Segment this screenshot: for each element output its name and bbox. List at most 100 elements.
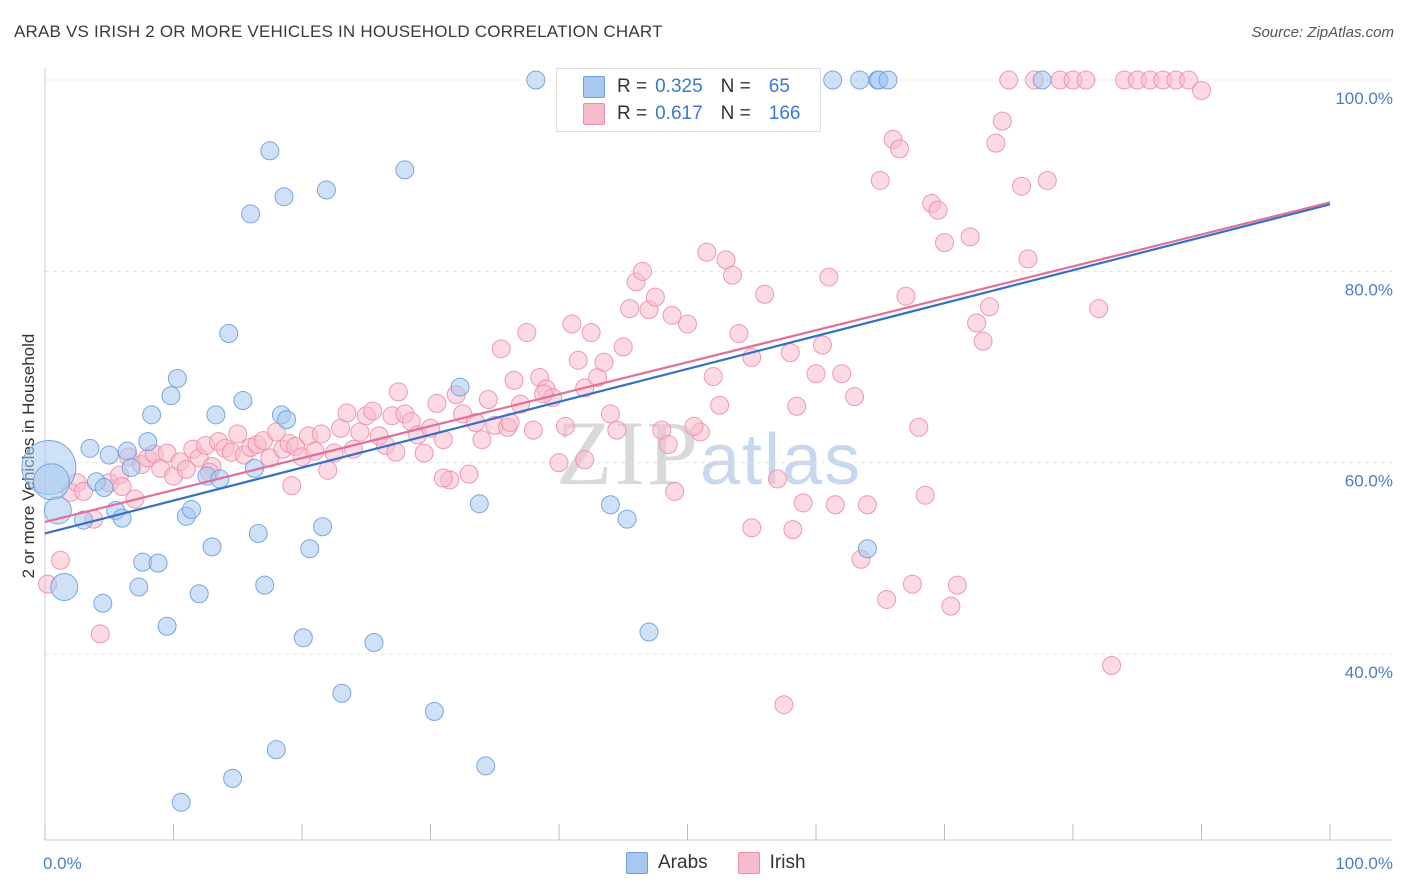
arabs-point [316,180,336,200]
arabs-point [148,553,168,573]
legend-r-value-arabs: 0.325 [655,76,703,97]
arabs-point [332,683,352,703]
arabs-point [313,517,333,537]
irish-point [973,331,993,351]
irish-point [1089,299,1109,319]
arabs-point [241,204,261,224]
irish-legend-swatch [737,852,760,874]
irish-point [825,495,845,515]
irish-point [703,367,723,387]
irish-point [909,417,929,437]
arabs-point [248,523,268,543]
irish-point [282,476,302,496]
legend-item-irish[interactable]: Irish [737,852,806,874]
irish-point [50,550,70,570]
irish-point [228,424,248,444]
arabs-point [167,368,187,388]
source-label: Source: ZipAtlas.com [1251,24,1394,41]
irish-point [832,364,852,384]
irish-point [472,430,492,450]
arabs-point [850,70,870,90]
x-tick-label-max: 100.0% [1335,854,1393,873]
irish-point [755,284,775,304]
chart-title: ARAB VS IRISH 2 OR MORE VEHICLES IN HOUS… [14,22,663,41]
irish-point [318,460,338,480]
y-tick-label: 80.0% [1345,280,1393,299]
irish-point [112,477,132,497]
y-tick-label: 100.0% [1335,89,1393,108]
irish-point [414,443,434,463]
arabs-point [142,405,162,425]
irish-point [742,518,762,538]
arabs-point [32,463,70,501]
irish-point [581,323,601,343]
irish-point [1018,249,1038,269]
arabs-point [639,622,659,642]
arabs-point [293,628,313,648]
irish-point [1102,655,1122,675]
irish-point [999,70,1019,90]
irish-point [992,111,1012,131]
irish-point [812,335,832,355]
irish-point [941,596,961,616]
arabs-point [857,539,877,559]
arabs-point [1032,70,1052,90]
arabs-point [129,577,149,597]
arabs-point [121,457,141,477]
irish-trend-line [44,201,1331,524]
irish-point [645,287,665,307]
irish-point [767,469,787,489]
irish-point [607,420,627,440]
arabs-point [878,70,898,90]
irish-point [877,589,897,609]
arabs-point [617,509,637,529]
irish-point [1012,176,1032,196]
irish-point [890,139,910,159]
arabs-point [424,701,444,721]
irish-point [928,200,948,220]
arabs-trend-line [44,203,1331,535]
irish-point [575,450,595,470]
legend-r-label: R = [617,76,648,97]
arabs-point [450,377,470,397]
arabs-point [219,324,239,344]
series-legend: Arabs Irish [626,852,836,874]
legend-item-arabs[interactable]: Arabs [626,852,708,874]
arabs-point [161,386,181,406]
arabs-point [94,478,114,498]
irish-point [665,481,685,501]
arabs-point [117,441,137,461]
irish-point [562,314,582,334]
x-tick-label-min: 0.0% [43,854,82,873]
legend-r-label: R = [617,103,648,124]
irish-point [504,370,524,390]
irish-point [902,574,922,594]
irish-point [857,495,877,515]
arabs-point [233,390,253,410]
arabs-point [526,70,546,90]
arabs-point [255,575,275,595]
irish-point [337,403,357,423]
y-tick-label: 60.0% [1345,472,1393,491]
irish-point [684,416,704,436]
irish-point [658,434,678,454]
irish-point [350,422,370,442]
irish-point [787,396,807,416]
legend-r-value-irish: 0.617 [655,103,703,124]
arabs-point [395,160,415,180]
arabs-point [469,494,489,514]
legend-n-label: N = [720,103,751,124]
arabs-swatch [583,76,605,98]
irish-point [427,393,447,413]
arabs-point [157,616,177,636]
irish-point [819,267,839,287]
arabs-point [99,445,119,465]
irish-point [459,464,479,484]
irish-point [710,395,730,415]
irish-point [74,481,94,501]
legend-n-value-irish: 166 [768,103,801,124]
irish-point [806,364,826,384]
irish-point [697,242,717,262]
irish-point [568,350,588,370]
